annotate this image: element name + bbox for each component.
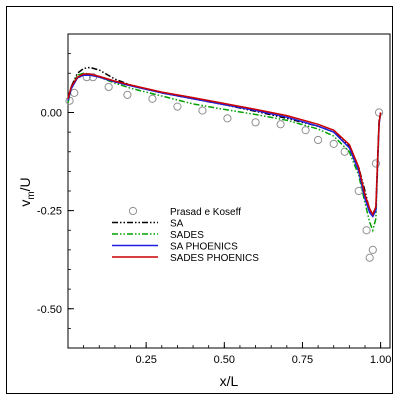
data-point [148,94,157,103]
data-point [371,159,381,168]
data-point [374,108,384,117]
data-point [123,90,132,99]
x-tick-label: 0.75 [292,354,313,366]
y-tick-label: -0.50 [37,304,62,316]
data-point [340,147,349,156]
legend-label: SADES PHOENICS [170,253,259,264]
data-point [70,88,79,97]
series-layer [65,66,384,262]
data-point [362,226,371,235]
data-point [313,135,323,145]
legend-label: SA [170,219,184,230]
data-point [301,126,310,135]
legend-label: Prasad e Koseff [170,207,241,218]
data-point [104,82,113,92]
series-line [67,73,382,217]
y-tick-label: 0.00 [41,108,62,120]
y-axis-title: vm/U [17,177,37,206]
data-point [276,120,285,129]
legend-marker [128,206,138,216]
data-point [198,106,207,115]
series-line [67,74,382,218]
data-point [251,118,260,127]
figure-frame [6,6,393,394]
axis-ticks: 0.25 0.50 0.75 1.00 0.00 -0.25 -0.50 [37,53,391,366]
series-line [67,66,382,216]
x-axis-title: x/L [220,373,239,389]
y-tick-label: -0.25 [37,206,62,218]
x-tick-label: 0.50 [214,354,235,366]
data-point [329,139,338,148]
data-point [365,253,374,262]
data-point [354,186,363,196]
x-tick-label: 1.00 [370,354,391,366]
data-point [368,245,377,254]
x-tick-label: 0.25 [135,354,156,366]
legend-label: SA PHOENICS [170,242,238,253]
data-point [223,114,232,123]
legend-label: SADES [170,230,204,241]
series-line [67,72,382,233]
data-point [173,102,182,111]
